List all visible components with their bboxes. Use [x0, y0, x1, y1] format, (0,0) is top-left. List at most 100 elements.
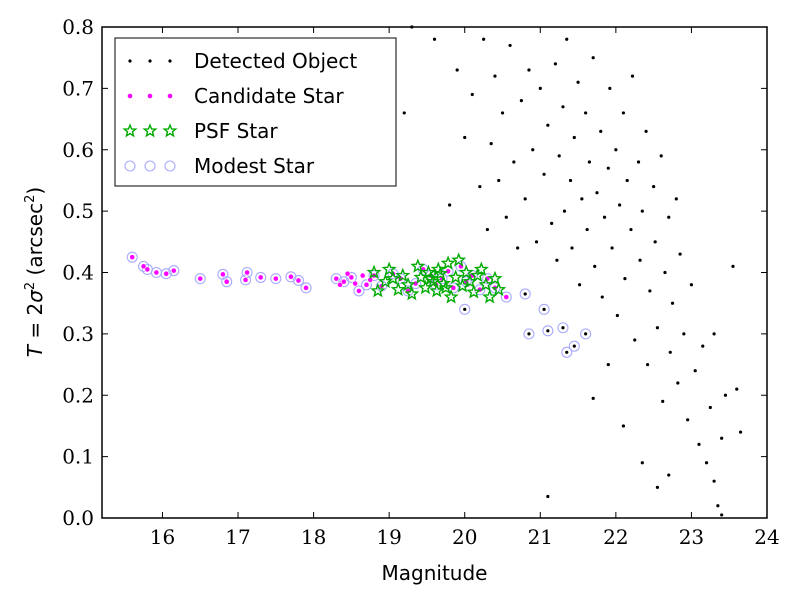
data-point — [288, 273, 294, 280]
data-point — [516, 246, 520, 250]
data-point — [500, 111, 505, 115]
data-point — [689, 283, 694, 287]
data-point — [584, 111, 588, 115]
data-point — [333, 275, 340, 282]
data-point — [663, 270, 667, 275]
data-point — [572, 344, 576, 348]
data-point — [470, 267, 486, 282]
data-point — [568, 178, 573, 183]
data-point — [676, 381, 680, 385]
data-point — [542, 325, 554, 337]
data-point — [160, 268, 172, 280]
data-point — [487, 270, 503, 286]
x-tick-label: 20 — [452, 525, 477, 549]
data-point — [138, 260, 150, 272]
legend-markers — [122, 59, 178, 172]
data-point — [667, 215, 671, 219]
data-point — [491, 281, 507, 297]
data-point — [585, 227, 589, 232]
data-point — [667, 473, 671, 477]
data-point — [708, 405, 712, 410]
legend: Detected Object Candidate Star PSF Star … — [114, 37, 397, 187]
y-label-unit: (arcsec — [23, 203, 47, 282]
x-tick-label: 24 — [754, 525, 779, 549]
y-label-sup1: 2 — [23, 282, 38, 290]
x-tick-label: 16 — [150, 525, 175, 549]
x-tick-label: 19 — [376, 525, 401, 549]
data-point — [144, 266, 151, 273]
data-point — [712, 479, 716, 483]
x-tick-label: 23 — [679, 525, 704, 549]
data-point — [599, 129, 603, 133]
y-tick-label: 0.0 — [62, 506, 94, 530]
x-tick-label: 17 — [225, 525, 250, 549]
data-point — [352, 280, 359, 287]
data-point — [194, 273, 206, 285]
data-point — [482, 289, 498, 304]
data-point — [587, 160, 592, 164]
data-point — [463, 307, 467, 311]
data-point — [126, 251, 138, 263]
data-point — [542, 307, 546, 311]
data-point — [591, 56, 595, 60]
y-label-eq: = 2 — [23, 303, 47, 345]
data-point — [493, 74, 497, 78]
data-point — [523, 197, 527, 201]
data-point — [625, 178, 629, 183]
data-point — [340, 278, 347, 285]
data-point — [608, 86, 612, 90]
legend-label-modest: Modest Star — [194, 154, 315, 178]
legend-label-detected: Detected Object — [194, 49, 357, 73]
legend-box — [114, 37, 397, 187]
data-point — [400, 276, 416, 292]
data-point — [557, 154, 561, 158]
data-point — [353, 285, 365, 297]
series-psf-star — [366, 252, 507, 304]
data-point — [257, 274, 264, 281]
data-point — [519, 288, 531, 300]
data-point — [129, 254, 136, 261]
data-point — [410, 277, 422, 290]
data-point — [640, 461, 644, 465]
y-tick-label: 0.1 — [62, 445, 94, 469]
data-point — [555, 258, 559, 262]
data-point — [440, 255, 456, 270]
data-point — [538, 86, 542, 90]
data-point — [478, 276, 494, 292]
data-point — [653, 240, 657, 244]
legend-marker — [128, 59, 132, 63]
data-point — [638, 258, 642, 262]
legend-marker — [162, 123, 178, 138]
data-point — [168, 265, 180, 277]
y-label-t: T — [23, 343, 47, 357]
x-axis-label: Magnitude — [382, 561, 488, 585]
data-point — [345, 271, 357, 283]
data-point — [553, 62, 558, 66]
data-point — [270, 273, 282, 285]
data-point — [602, 215, 607, 219]
legend-marker — [127, 93, 133, 99]
data-point — [735, 387, 739, 391]
data-point — [295, 277, 302, 284]
data-point — [356, 288, 362, 294]
data-point — [610, 246, 614, 250]
data-point — [450, 284, 457, 291]
data-point — [550, 221, 554, 225]
data-point — [272, 275, 279, 282]
data-point — [568, 340, 580, 352]
data-point — [595, 191, 599, 195]
data-point — [512, 160, 516, 164]
legend-label-candidate: Candidate Star — [194, 84, 344, 108]
legend-marker — [168, 59, 172, 63]
data-point — [546, 329, 550, 333]
data-point — [523, 292, 527, 296]
data-point — [738, 430, 743, 434]
legend-marker — [148, 59, 152, 63]
data-point — [580, 197, 584, 201]
data-point — [697, 442, 701, 446]
y-tick-label: 0.6 — [62, 138, 94, 162]
y-tick-label: 0.2 — [62, 383, 94, 407]
data-point — [523, 328, 535, 340]
data-point — [704, 461, 709, 465]
legend-label-psf: PSF Star — [194, 119, 278, 143]
